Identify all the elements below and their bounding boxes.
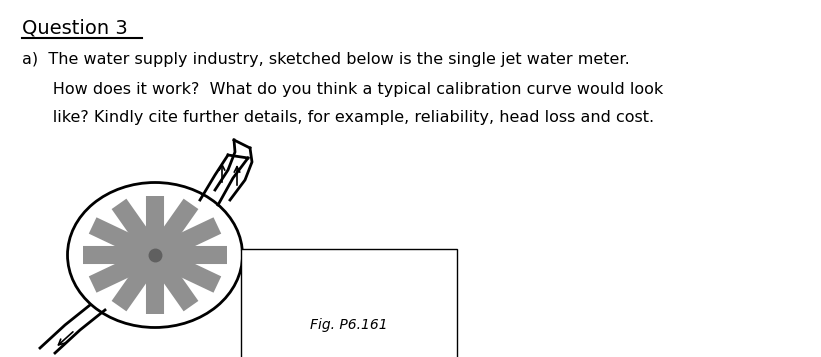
Ellipse shape [67, 182, 242, 327]
Text: a)  The water supply industry, sketched below is the single jet water meter.: a) The water supply industry, sketched b… [22, 52, 630, 67]
Text: like? Kindly cite further details, for example, reliability, head loss and cost.: like? Kindly cite further details, for e… [22, 110, 654, 125]
Text: How does it work?  What do you think a typical calibration curve would look: How does it work? What do you think a ty… [22, 82, 663, 97]
Text: Fig. P6.161: Fig. P6.161 [310, 318, 388, 332]
Text: Question 3: Question 3 [22, 18, 128, 37]
